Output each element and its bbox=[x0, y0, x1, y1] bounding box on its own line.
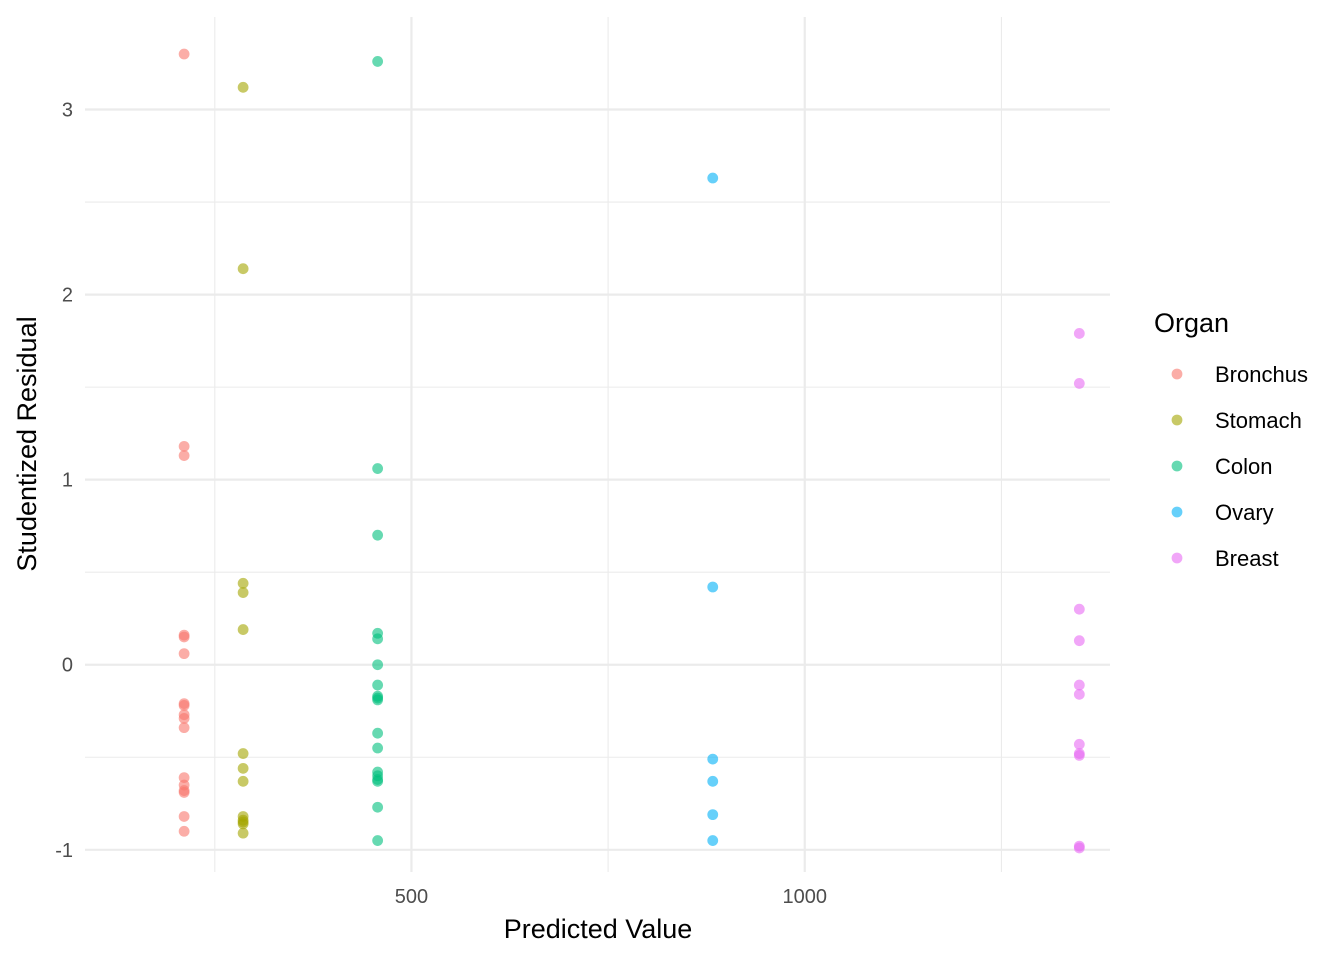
y-axis-title: Studentized Residual bbox=[12, 316, 42, 571]
x-tick-label: 1000 bbox=[783, 886, 828, 908]
point-colon bbox=[372, 742, 384, 754]
point-colon bbox=[372, 801, 384, 813]
x-axis-title: Predicted Value bbox=[504, 914, 693, 944]
point-bronchus bbox=[178, 811, 190, 822]
point-colon bbox=[372, 529, 384, 541]
data-points bbox=[178, 48, 1085, 854]
point-stomach bbox=[237, 748, 249, 759]
point-breast bbox=[1073, 842, 1085, 854]
point-colon bbox=[372, 694, 384, 706]
point-colon bbox=[372, 659, 384, 671]
y-axis: -1 0 1 2 3 bbox=[55, 100, 73, 862]
point-breast bbox=[1073, 328, 1085, 339]
point-breast bbox=[1073, 635, 1085, 647]
point-stomach bbox=[237, 775, 249, 787]
point-colon bbox=[372, 463, 384, 474]
point-ovary bbox=[707, 775, 719, 787]
point-breast bbox=[1073, 738, 1085, 750]
legend-label-stomach: Stomach bbox=[1215, 408, 1302, 433]
point-bronchus bbox=[178, 648, 190, 660]
point-stomach bbox=[237, 587, 249, 598]
point-bronchus bbox=[178, 787, 190, 798]
y-tick-label: 3 bbox=[62, 100, 73, 122]
legend-key-bronchus bbox=[1171, 368, 1183, 380]
point-colon bbox=[372, 633, 384, 645]
legend: Organ Bronchus Stomach Colon Ovary Breast bbox=[1154, 308, 1308, 571]
legend-label-breast: Breast bbox=[1215, 546, 1279, 571]
point-breast bbox=[1073, 679, 1085, 691]
point-bronchus bbox=[178, 631, 190, 643]
point-breast bbox=[1073, 688, 1085, 700]
point-ovary bbox=[707, 753, 719, 765]
point-ovary bbox=[707, 809, 719, 821]
point-bronchus bbox=[178, 772, 190, 784]
legend-key-stomach bbox=[1171, 414, 1183, 426]
legend-key-ovary bbox=[1171, 506, 1183, 518]
point-bronchus bbox=[178, 712, 190, 724]
point-colon bbox=[372, 774, 384, 785]
point-bronchus bbox=[178, 700, 190, 711]
legend-key-breast bbox=[1171, 552, 1183, 564]
legend-key-colon bbox=[1171, 460, 1183, 472]
point-breast bbox=[1073, 378, 1085, 389]
point-stomach bbox=[237, 263, 249, 275]
point-stomach bbox=[237, 818, 249, 830]
point-stomach bbox=[237, 827, 249, 839]
point-colon bbox=[372, 835, 384, 846]
legend-label-bronchus: Bronchus bbox=[1215, 362, 1308, 387]
point-breast bbox=[1073, 750, 1085, 761]
legend-label-colon: Colon bbox=[1215, 454, 1272, 479]
point-colon bbox=[372, 727, 384, 739]
legend-items: Bronchus Stomach Colon Ovary Breast bbox=[1171, 362, 1308, 571]
y-tick-label: -1 bbox=[55, 840, 73, 862]
point-breast bbox=[1073, 603, 1085, 615]
y-tick-label: 2 bbox=[62, 285, 73, 307]
point-colon bbox=[372, 679, 384, 691]
point-ovary bbox=[707, 172, 719, 184]
x-axis: 500 1000 bbox=[395, 886, 827, 908]
point-stomach bbox=[237, 624, 249, 635]
point-ovary bbox=[707, 835, 719, 846]
point-bronchus bbox=[178, 48, 190, 60]
point-bronchus bbox=[178, 440, 190, 452]
y-tick-label: 1 bbox=[62, 470, 73, 492]
grid-lines bbox=[85, 17, 1110, 872]
point-ovary bbox=[707, 581, 719, 593]
legend-title: Organ bbox=[1154, 308, 1229, 338]
y-tick-label: 0 bbox=[62, 655, 73, 677]
point-bronchus bbox=[178, 722, 190, 734]
point-bronchus bbox=[178, 825, 190, 837]
x-tick-label: 500 bbox=[395, 886, 428, 908]
point-stomach bbox=[237, 577, 249, 589]
point-colon bbox=[372, 56, 384, 67]
point-stomach bbox=[237, 762, 249, 774]
point-stomach bbox=[237, 81, 249, 93]
legend-label-ovary: Ovary bbox=[1215, 500, 1274, 525]
point-bronchus bbox=[178, 450, 190, 462]
